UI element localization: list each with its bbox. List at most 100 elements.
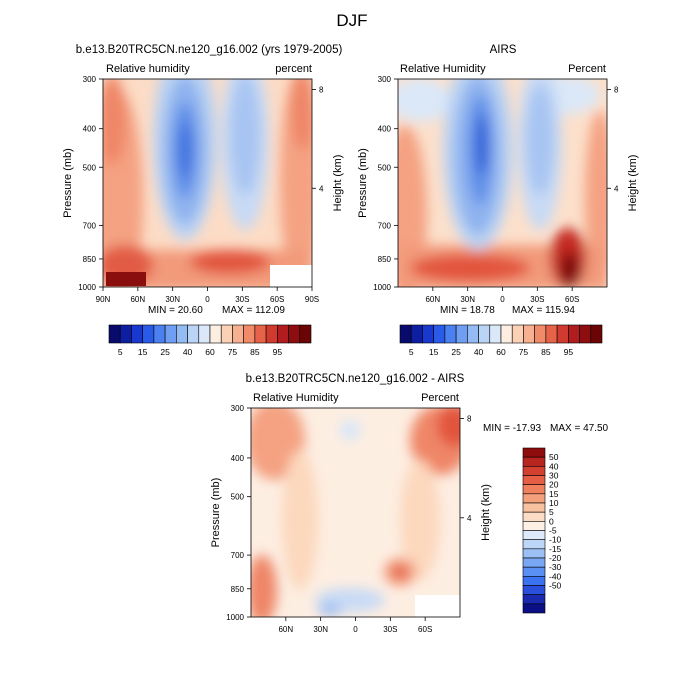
panel-model-x-tick-label: 30N xyxy=(165,295,180,304)
panel-airs-x-tick-label: 60S xyxy=(565,295,579,304)
colorbar-difference-swatch xyxy=(522,484,546,495)
panel-airs: AIRS Relative Humidity Percent xyxy=(357,44,639,304)
panel-difference-title: b.e13.B20TRC5CN.ne120_g16.002 - AIRS xyxy=(246,373,465,385)
panel-model-y-tick-label: 700 xyxy=(83,221,97,230)
panel-airs-height-tick-label: 4 xyxy=(614,184,619,193)
panel-model-right-label: percent xyxy=(275,63,312,75)
panel-model-missing-region xyxy=(270,265,312,287)
colorbar-difference-swatch xyxy=(522,566,546,577)
panel-airs-title: AIRS xyxy=(490,44,517,56)
colorbar-model-swatch xyxy=(176,324,188,344)
panel-difference-x-tick-label: 30N xyxy=(313,625,328,634)
colorbar-model-swatch xyxy=(153,324,166,344)
panel-airs-y-axis-label-right: Height (km) xyxy=(627,155,639,212)
panel-airs-y-tick-label: 850 xyxy=(378,255,392,264)
panel-airs-y-tick-label: 400 xyxy=(378,125,392,134)
panel-model-title: b.e13.B20TRC5CN.ne120_g16.002 (yrs 1979-… xyxy=(76,44,343,56)
panel-difference-max-label: MAX = 47.50 xyxy=(550,423,609,434)
panel-difference-height-tick-label: 4 xyxy=(467,514,472,523)
panel-difference-y-axis-label: Pressure (mb) xyxy=(210,478,222,548)
colorbar-model-swatch xyxy=(142,324,155,344)
colorbar-difference-swatch xyxy=(522,603,546,614)
panel-model-y-tick-label: 1000 xyxy=(78,283,96,292)
colorbar-model-label: 75 xyxy=(228,347,238,357)
colorbar-difference-swatch xyxy=(522,493,546,504)
colorbar-airs-label: 25 xyxy=(451,347,461,357)
colorbar-airs-swatch xyxy=(579,324,592,344)
colorbar-model: 5 15 25 40 60 75 85 95 xyxy=(108,324,312,357)
colorbar-difference-swatch xyxy=(522,594,546,605)
colorbar-airs-swatch xyxy=(511,324,524,344)
colorbar-airs-swatch xyxy=(422,324,434,344)
colorbar-difference-swatch xyxy=(522,530,546,540)
panel-difference-min-label: MIN = -17.93 xyxy=(483,423,542,434)
panel-difference-y-tick-label: 850 xyxy=(231,585,245,594)
panel-model-y-tick-label: 300 xyxy=(83,75,97,84)
colorbar-airs-swatch xyxy=(545,324,558,344)
panel-model-height-tick-label: 4 xyxy=(319,184,324,193)
colorbar-difference-swatch xyxy=(522,502,546,513)
colorbar-airs-swatch xyxy=(444,324,457,344)
colorbar-model-swatch xyxy=(243,324,256,344)
colorbar-airs-swatch xyxy=(455,324,468,344)
colorbar-difference-label: -40 xyxy=(549,571,562,581)
panel-airs-height-tick-label: 8 xyxy=(614,86,619,95)
panel-airs-max-label: MAX = 115.94 xyxy=(512,305,575,316)
panel-airs-x-tick-label: 30S xyxy=(530,295,544,304)
colorbar-airs-swatch xyxy=(399,324,412,344)
panel-model-y-axis-label: Pressure (mb) xyxy=(62,148,74,218)
colorbar-model-swatch xyxy=(220,324,233,344)
colorbar-model-swatch xyxy=(288,324,301,344)
panel-difference-y-tick-label: 500 xyxy=(231,493,245,502)
colorbar-airs-swatch xyxy=(433,324,446,344)
panel-airs-x-tick-label: 0 xyxy=(500,295,505,304)
panel-airs-y-tick-label: 300 xyxy=(378,75,392,84)
colorbar-airs-label: 15 xyxy=(429,347,439,357)
colorbar-model-swatch xyxy=(119,324,132,344)
figure-title: DJF xyxy=(336,11,367,30)
panel-airs-right-label: Percent xyxy=(568,63,606,75)
colorbar-airs-swatch xyxy=(590,324,603,344)
panel-model-x-tick-label: 90S xyxy=(305,295,319,304)
colorbar-model-swatch xyxy=(265,324,278,344)
panel-airs-y-tick-label: 1000 xyxy=(373,283,391,292)
panel-model-x-tick-label: 60S xyxy=(270,295,284,304)
panel-difference-field xyxy=(251,408,460,617)
panel-model-field xyxy=(103,79,312,287)
colorbar-difference-swatch xyxy=(522,521,546,531)
colorbar-difference-label: 0 xyxy=(549,516,554,526)
panel-difference-x-tick-label: 60S xyxy=(418,625,432,634)
panel-airs-field xyxy=(398,79,607,287)
colorbar-difference-label: 15 xyxy=(549,489,559,499)
colorbar-airs-swatch xyxy=(500,324,513,344)
panel-difference-y-tick-label: 400 xyxy=(231,454,245,463)
panel-airs-y-tick-label: 700 xyxy=(378,221,392,230)
panel-difference-right-label: Percent xyxy=(421,392,459,404)
colorbar-airs-swatch xyxy=(534,324,547,344)
colorbar-model-swatch xyxy=(209,324,222,344)
colorbar-model-swatch xyxy=(277,324,289,344)
colorbar-airs-swatch xyxy=(556,324,569,344)
panel-model-x-tick-label: 60N xyxy=(130,295,145,304)
colorbar-difference-swatch xyxy=(522,548,546,559)
colorbar-model-label: 60 xyxy=(205,347,215,357)
panel-difference-y-tick-label: 700 xyxy=(231,551,245,560)
colorbar-difference-swatch xyxy=(522,576,546,586)
panel-difference-y-axis-label-right: Height (km) xyxy=(480,484,492,541)
panel-model-min-label: MIN = 20.60 xyxy=(148,305,203,316)
panel-difference: b.e13.B20TRC5CN.ne120_g16.002 - AIRS Rel… xyxy=(210,373,609,634)
colorbar-airs-swatch xyxy=(467,324,479,344)
panel-model-x-tick-label: 90N xyxy=(96,295,111,304)
colorbar-model-label: 40 xyxy=(183,347,193,357)
panel-model-height-tick-label: 8 xyxy=(319,86,324,95)
colorbar-difference-label: -5 xyxy=(549,526,557,536)
colorbar-model-label: 15 xyxy=(138,347,148,357)
colorbar-difference-label: 20 xyxy=(549,480,559,490)
panel-difference-y-tick-label: 300 xyxy=(231,404,245,413)
panel-difference-height-tick-label: 8 xyxy=(467,415,472,424)
panel-airs-left-label: Relative Humidity xyxy=(400,63,486,75)
colorbar-airs-swatch xyxy=(568,324,580,344)
panel-model-x-tick-label: 0 xyxy=(205,295,210,304)
colorbar-airs-label: 95 xyxy=(564,347,574,357)
